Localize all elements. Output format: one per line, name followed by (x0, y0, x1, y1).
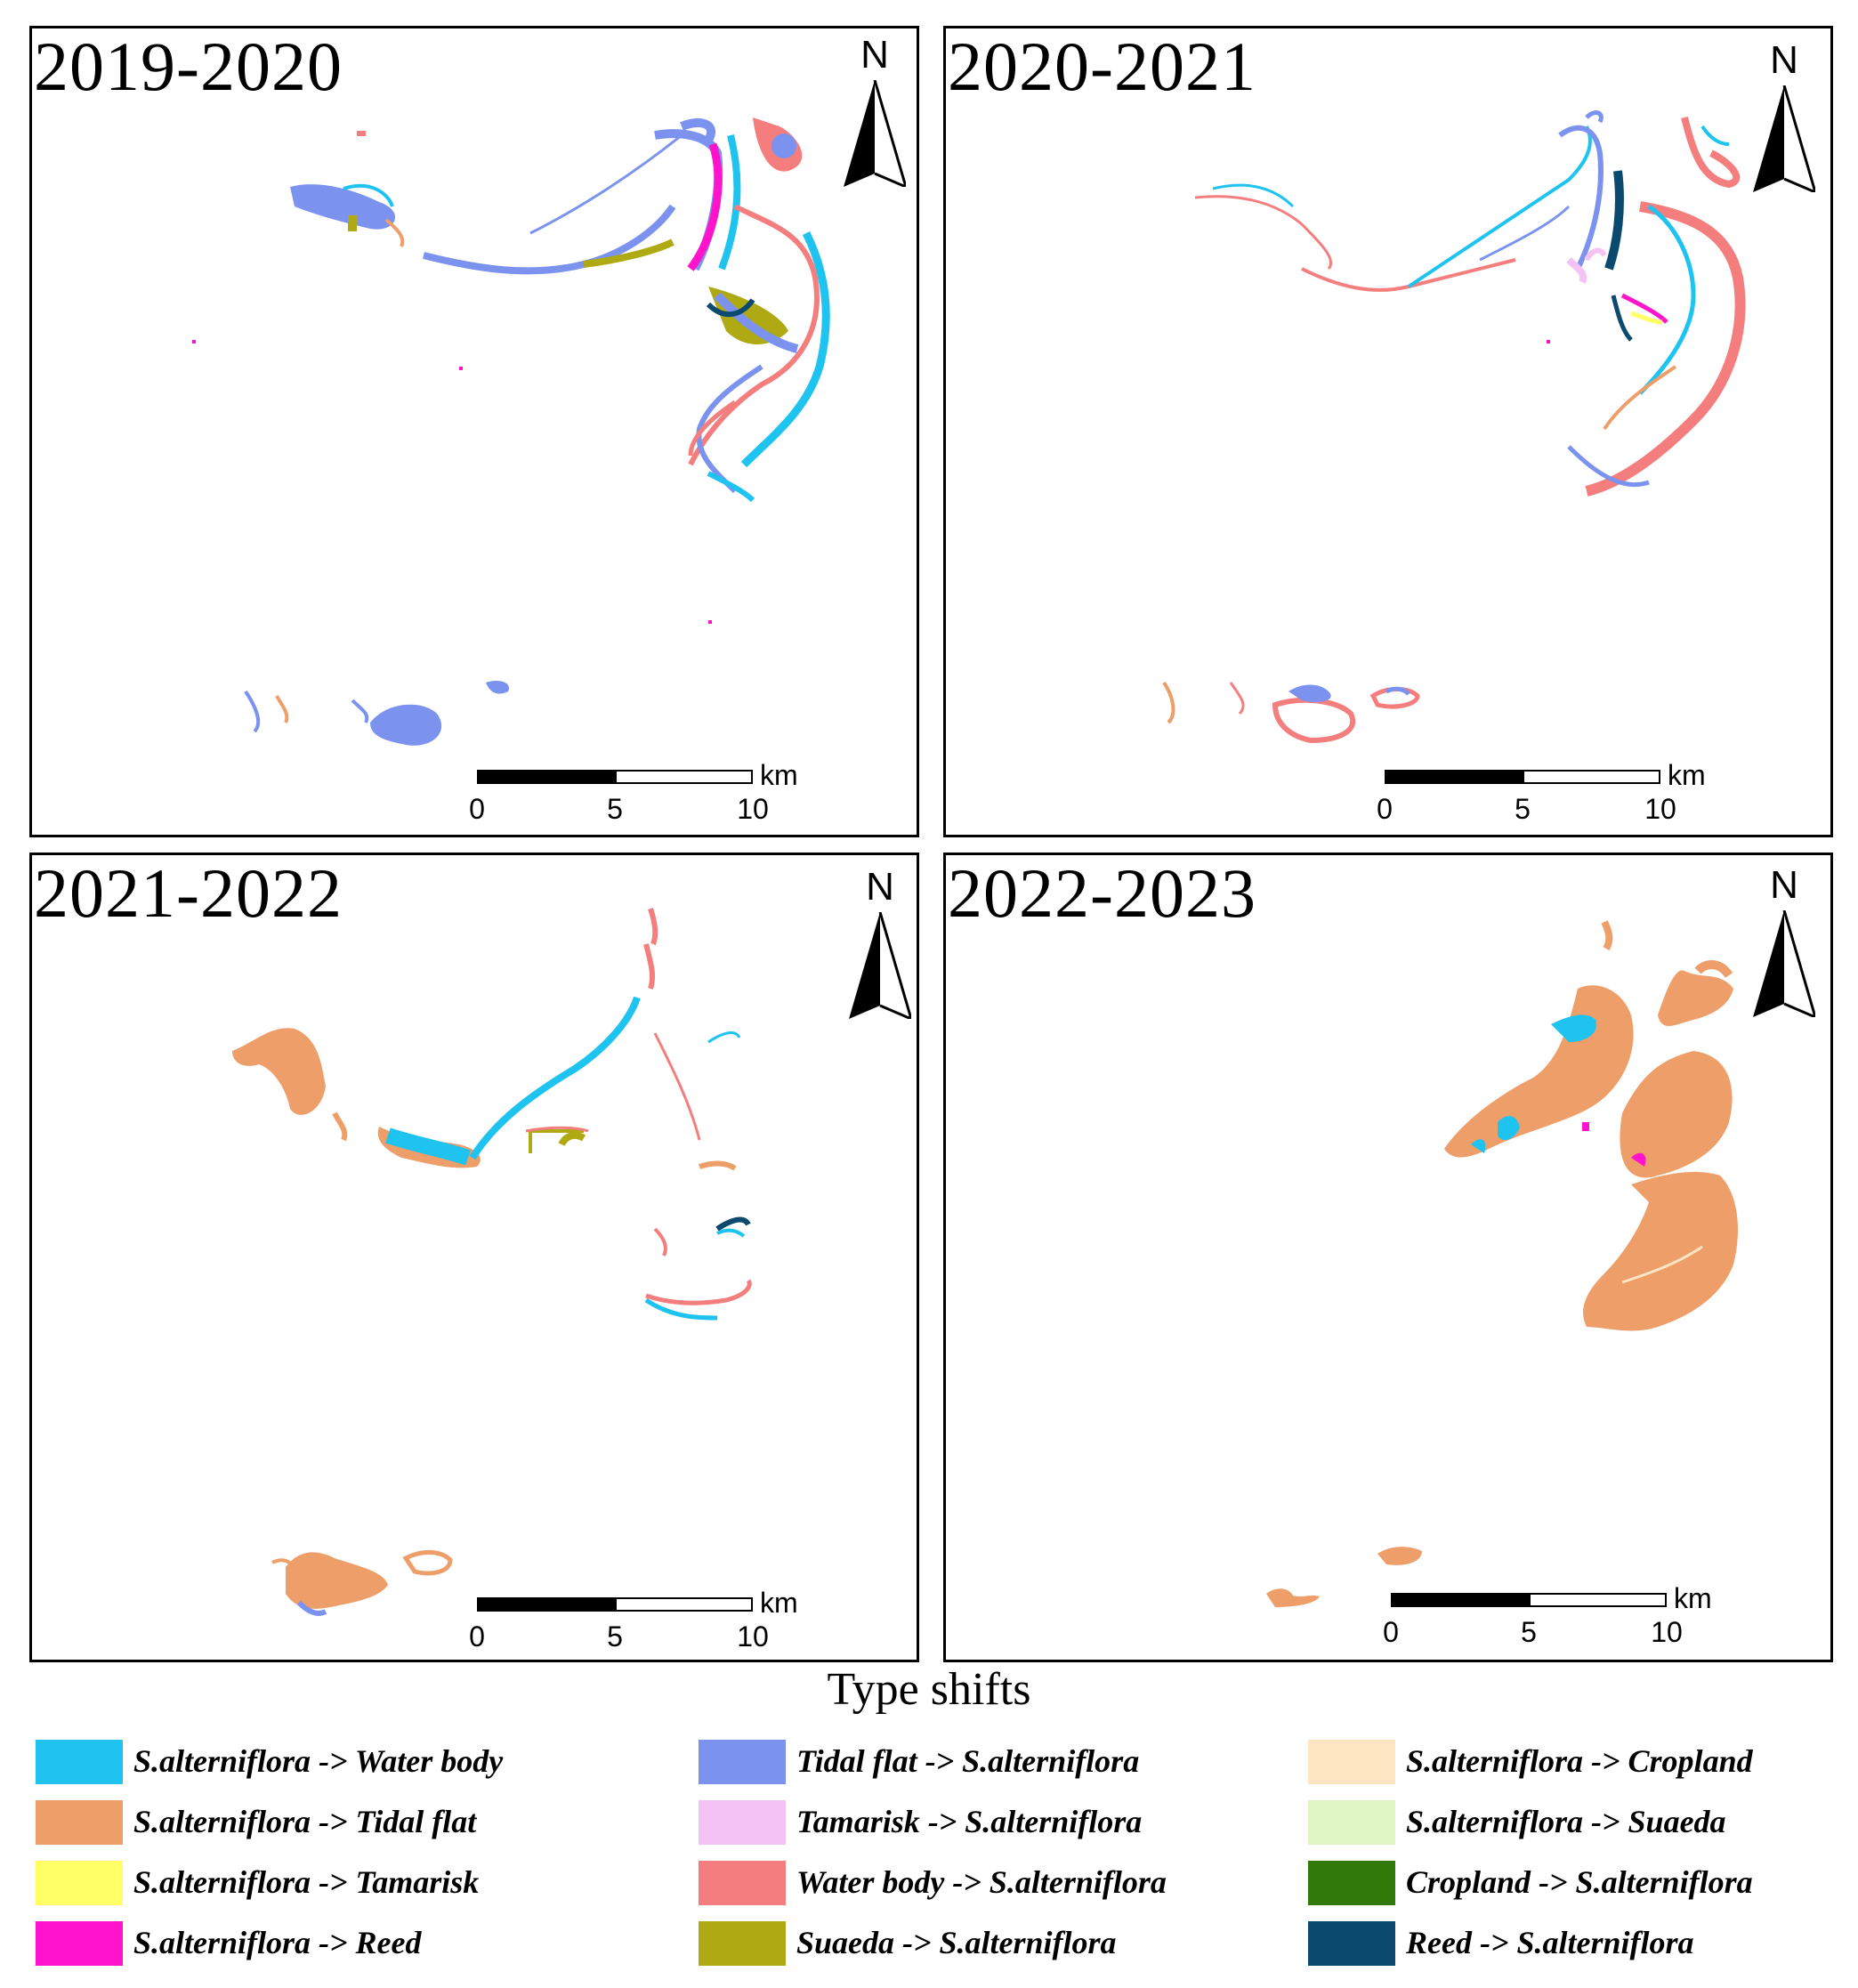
change-map-2020-2021 (1162, 110, 1746, 744)
legend-label: S.alterniflora -> Reed (133, 1925, 422, 1960)
scale-bar-white-segment (615, 1597, 753, 1612)
north-letter: N (1770, 38, 1798, 82)
scale-bar-black-segment (477, 770, 615, 784)
north-letter: N (866, 865, 894, 909)
scale-tick: 0 (469, 1620, 485, 1653)
scale-unit: km (760, 1587, 798, 1619)
scale-bar: km 0 5 10 (1377, 761, 1741, 835)
north-letter: N (860, 33, 889, 77)
legend-swatch (36, 1861, 123, 1905)
scale-bar-white-segment (615, 770, 753, 784)
legend-swatch (699, 1921, 786, 1966)
scale-tick: 0 (1377, 793, 1393, 825)
north-arrow-icon (849, 912, 911, 1019)
scale-bar-white-segment (1529, 1593, 1667, 1607)
scale-bar: km 0 5 10 (469, 761, 833, 835)
map-panel-2022-2023: 2022-2023 N km 0 5 10 (943, 853, 1833, 1662)
panel-title: 2022-2023 (948, 854, 1256, 932)
scale-tick: 5 (607, 793, 623, 825)
scale-bar: km 0 5 10 (469, 1588, 833, 1660)
legend-label: S.alterniflora -> Water body (133, 1743, 504, 1779)
legend-label: S.alterniflora -> Suaeda (1406, 1804, 1726, 1839)
scale-unit: km (1674, 1582, 1712, 1614)
north-arrow-icon (1753, 910, 1815, 1017)
north-arrow: N (840, 865, 917, 1019)
legend-swatch (36, 1921, 123, 1966)
legend-label: S.alterniflora -> Tamarisk (133, 1864, 480, 1900)
legend-title: Type shifts (827, 1664, 1031, 1715)
scale-tick: 10 (1644, 793, 1676, 825)
scale-bar-white-segment (1523, 770, 1660, 784)
legend-label: Cropland -> S.alterniflora (1406, 1864, 1753, 1900)
legend-swatch (1308, 1921, 1395, 1966)
change-map-2021-2022 (232, 908, 752, 1616)
scale-tick: 0 (469, 793, 485, 825)
scale-unit: km (760, 759, 798, 791)
scale-bar-black-segment (477, 1597, 615, 1612)
legend-label: Tidal flat -> S.alterniflora (796, 1743, 1140, 1779)
north-arrow: N (1744, 866, 1824, 1017)
scale-tick: 5 (1521, 1616, 1537, 1648)
scale-tick: 10 (737, 793, 769, 825)
change-map-2019-2020 (192, 117, 830, 746)
north-letter: N (1770, 863, 1798, 907)
legend-swatch (1308, 1861, 1395, 1905)
panel-title: 2020-2021 (948, 28, 1256, 105)
legend-label: Tamarisk -> S.alterniflora (796, 1804, 1143, 1839)
legend-swatch (1308, 1740, 1395, 1784)
legend-swatch (1308, 1800, 1395, 1845)
scale-tick: 10 (1651, 1616, 1683, 1648)
scale-bar-black-segment (1385, 770, 1523, 784)
map-panel-2021-2022: 2021-2022 N km 0 5 10 (29, 853, 919, 1662)
north-arrow: N (835, 36, 915, 187)
north-arrow-icon (1753, 85, 1815, 192)
scale-tick: 5 (1515, 793, 1531, 825)
panel-title: 2021-2022 (34, 854, 343, 932)
legend-label: S.alterniflora -> Cropland (1406, 1743, 1753, 1779)
scale-tick: 0 (1383, 1616, 1399, 1648)
panel-title: 2019-2020 (34, 28, 343, 105)
map-panel-2019-2020: 2019-2020 N km 0 5 10 (29, 26, 919, 837)
legend-swatch (36, 1740, 123, 1784)
north-arrow: N (1744, 41, 1824, 192)
scale-tick: 10 (737, 1620, 769, 1653)
legend-swatch (36, 1800, 123, 1845)
legend-label: Water body -> S.alterniflora (796, 1864, 1167, 1900)
legend-label: Reed -> S.alterniflora (1406, 1925, 1694, 1960)
legend-label: S.alterniflora -> Tidal flat (133, 1804, 477, 1839)
scale-tick: 5 (607, 1620, 623, 1653)
scale-bar-black-segment (1391, 1593, 1529, 1607)
north-arrow-icon (844, 80, 906, 187)
legend-label: Suaeda -> S.alterniflora (796, 1925, 1117, 1960)
scale-bar: km 0 5 10 (1383, 1584, 1747, 1660)
map-panel-2020-2021: 2020-2021 N km 0 5 10 (943, 26, 1833, 837)
change-map-2022-2023 (1266, 920, 1738, 1607)
legend-swatch (699, 1740, 786, 1784)
legend-swatch (699, 1861, 786, 1905)
scale-unit: km (1668, 759, 1706, 791)
legend-swatch (699, 1800, 786, 1845)
